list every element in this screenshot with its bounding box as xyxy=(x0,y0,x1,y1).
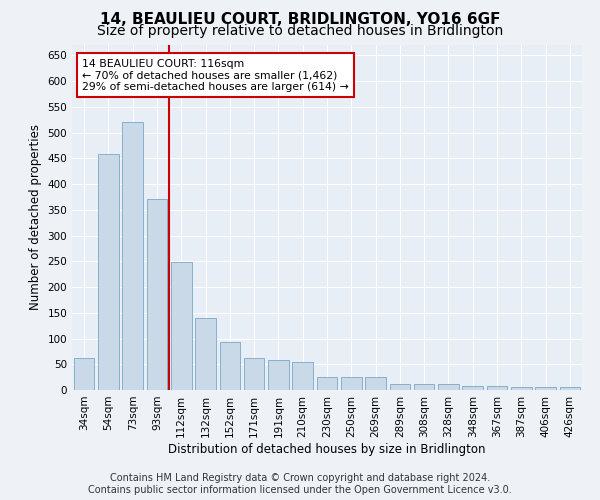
Text: Contains HM Land Registry data © Crown copyright and database right 2024.
Contai: Contains HM Land Registry data © Crown c… xyxy=(88,474,512,495)
Bar xyxy=(511,388,532,390)
Bar xyxy=(535,388,556,390)
Bar xyxy=(74,358,94,390)
Bar xyxy=(171,262,191,390)
Bar xyxy=(146,200,167,390)
Bar xyxy=(220,342,240,390)
Text: 14 BEAULIEU COURT: 116sqm
← 70% of detached houses are smaller (1,462)
29% of se: 14 BEAULIEU COURT: 116sqm ← 70% of detac… xyxy=(82,59,349,92)
Bar xyxy=(292,362,313,390)
Bar xyxy=(487,386,508,390)
X-axis label: Distribution of detached houses by size in Bridlington: Distribution of detached houses by size … xyxy=(168,442,486,456)
Bar xyxy=(98,154,119,390)
Bar xyxy=(414,384,434,390)
Bar xyxy=(463,386,483,390)
Bar xyxy=(341,376,362,390)
Text: 14, BEAULIEU COURT, BRIDLINGTON, YO16 6GF: 14, BEAULIEU COURT, BRIDLINGTON, YO16 6G… xyxy=(100,12,500,28)
Bar xyxy=(268,360,289,390)
Bar xyxy=(122,122,143,390)
Y-axis label: Number of detached properties: Number of detached properties xyxy=(29,124,42,310)
Bar xyxy=(365,376,386,390)
Bar xyxy=(244,358,265,390)
Bar xyxy=(317,376,337,390)
Bar xyxy=(560,388,580,390)
Bar xyxy=(195,318,216,390)
Bar xyxy=(438,384,459,390)
Text: Size of property relative to detached houses in Bridlington: Size of property relative to detached ho… xyxy=(97,24,503,38)
Bar xyxy=(389,384,410,390)
